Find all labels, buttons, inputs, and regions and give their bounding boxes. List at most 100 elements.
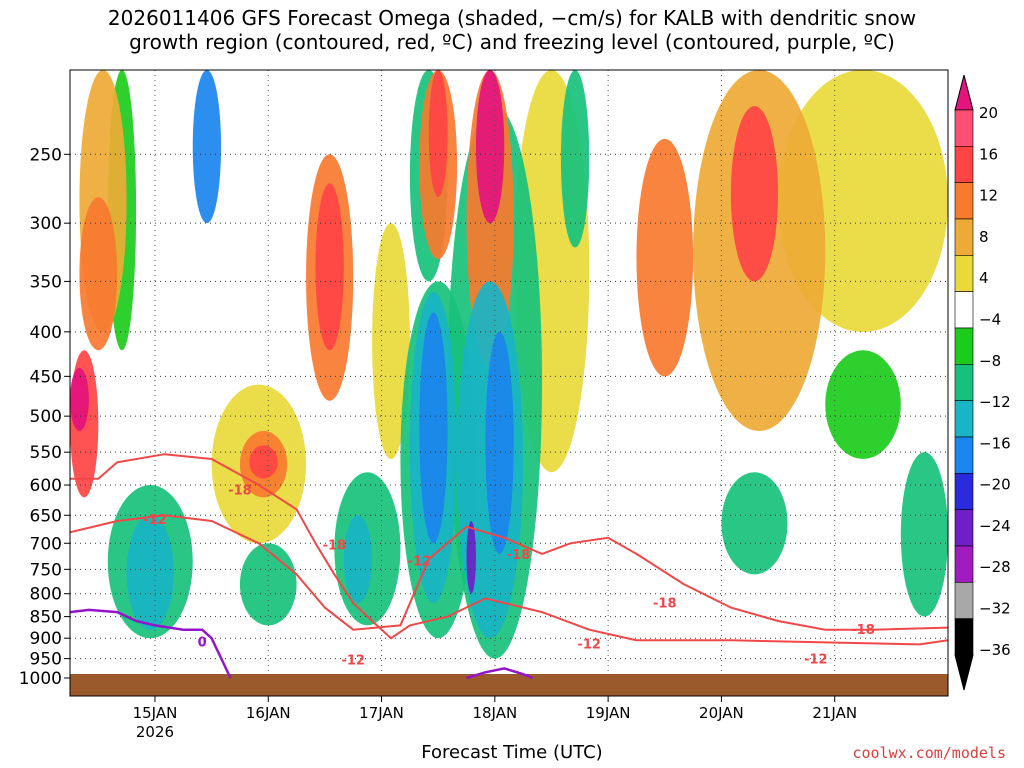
- colorbar-segment-10: [954, 473, 974, 510]
- contours: [70, 453, 948, 680]
- omega-cell-green-19jan-upper: [560, 70, 590, 248]
- freezing-contour-1: [466, 667, 534, 680]
- colorbar-segment-9: [954, 436, 974, 474]
- contour-labels: -18 -12 -18 -12 -18 -12 -12 -18 -18 -12 0: [143, 483, 875, 668]
- title-line-2: growth region (contoured, red, ºC) and f…: [129, 30, 895, 54]
- title-line-1: 2026011406 GFS Forecast Omega (shaded, −…: [107, 6, 917, 30]
- colorbar-bottom-arrow: [954, 654, 974, 691]
- y-tick-label-300: 300: [30, 214, 62, 234]
- contour-label-10: 0: [198, 636, 207, 651]
- colorbar-label-7: −12: [979, 393, 1011, 411]
- omega-cell-purple-18jan: [466, 521, 476, 594]
- y-tick-label-950: 950: [30, 650, 62, 670]
- plot-frame: [69, 69, 949, 697]
- colorbar-label-11: −28: [979, 558, 1011, 576]
- colorbar-segment-4: [954, 255, 974, 292]
- contour-label-7: -18: [653, 597, 677, 612]
- colorbar-segment-1: [954, 146, 974, 183]
- colorbar-segment-8: [954, 400, 974, 438]
- x-axis-label: Forecast Time (UTC): [421, 742, 603, 763]
- y-axis-ticks: 2503003504004505005506006507007508008509…: [19, 145, 70, 689]
- colorbar-segment-0: [954, 109, 974, 147]
- x-tick-label-18JAN: 18JAN: [472, 704, 517, 722]
- colorbar-segment-3: [954, 218, 974, 256]
- omega-cell-red-17jan-upper: [428, 70, 448, 198]
- omega-cell-green-21jan-mid: [825, 350, 901, 459]
- colorbar-label-0: 20: [979, 104, 998, 122]
- x-tick-label-17JAN: 17JAN: [359, 704, 404, 722]
- colorbar-label-6: −8: [979, 352, 1001, 370]
- colorbar-label-13: −36: [979, 641, 1011, 659]
- colorbar-segment-14: [954, 618, 974, 656]
- colorbar-label-12: −32: [979, 600, 1011, 618]
- contour-label-0: -18: [228, 483, 252, 498]
- dendritic-contour--12-0: [70, 453, 948, 646]
- y-tick-label-700: 700: [30, 534, 62, 554]
- chart-title: 2026011406 GFS Forecast Omega (shaded, −…: [0, 6, 1024, 54]
- contour-label-1: -12: [143, 513, 167, 528]
- omega-cell-cyan-15jan-low: [126, 515, 174, 630]
- x-tick-label-15JAN: 15JAN: [133, 704, 178, 722]
- y-tick-label-250: 250: [30, 145, 62, 165]
- contour-label-4: -18: [507, 548, 531, 563]
- contour-label-5: -12: [341, 654, 365, 669]
- colorbar-label-10: −24: [979, 517, 1011, 535]
- colorbar-segment-11: [954, 509, 974, 547]
- y-tick-label-600: 600: [30, 476, 62, 496]
- colorbar-segment-5: [954, 291, 974, 329]
- x-tick-label-16JAN: 16JAN: [246, 704, 291, 722]
- omega-cell-blue-17jan-a: [419, 312, 448, 544]
- colorbar-segment-2: [954, 182, 974, 220]
- x-tick-label-21JAN: 21JAN: [812, 704, 857, 722]
- y-tick-label-850: 850: [30, 608, 62, 628]
- y-tick-label-400: 400: [30, 323, 62, 343]
- omega-cell-orange-15jan: [79, 197, 118, 351]
- omega-shading: [70, 70, 948, 659]
- colorbar-segment-7: [954, 364, 974, 401]
- x-tick-label-19JAN: 19JAN: [586, 704, 631, 722]
- omega-cell-early-core: [70, 367, 89, 431]
- colorbar-label-2: 12: [979, 187, 998, 205]
- omega-cell-red-16jan: [249, 445, 278, 479]
- contour-label-3: -12: [408, 554, 432, 569]
- colorbar-segment-12: [954, 545, 974, 583]
- y-tick-label-1000: 1000: [19, 669, 62, 689]
- credit-link[interactable]: coolwx.com/models: [852, 744, 1006, 762]
- y-tick-label-650: 650: [30, 506, 62, 526]
- y-tick-label-800: 800: [30, 585, 62, 605]
- colorbar-label-4: 4: [979, 269, 989, 287]
- y-tick-label-500: 500: [30, 407, 62, 427]
- x-tick-sublabel-15JAN: 2026: [136, 723, 174, 741]
- colorbar-label-9: −20: [979, 476, 1011, 494]
- ground-surface: [70, 674, 948, 696]
- colorbar-label-8: −16: [979, 434, 1011, 452]
- freezing-contour-0: [70, 608, 232, 679]
- colorbar-label-5: −4: [979, 310, 1001, 328]
- colorbar: 20 16 12 8 4 −4 −8 −12 −16 −20 −24 −28 −32 −36: [954, 74, 1011, 691]
- omega-cell-magenta-17jan: [475, 70, 505, 224]
- colorbar-top-arrow: [954, 74, 974, 111]
- contour-label-2: -18: [323, 539, 347, 554]
- y-tick-label-750: 750: [30, 560, 62, 580]
- contour-label-8: -18: [851, 623, 875, 638]
- colorbar-label-3: 8: [979, 228, 989, 246]
- y-tick-label-550: 550: [30, 443, 62, 463]
- y-tick-label-900: 900: [30, 629, 62, 649]
- colorbar-segment-13: [954, 582, 974, 619]
- contour-label-6: -12: [577, 638, 601, 653]
- omega-cell-red-20jan: [730, 106, 779, 282]
- colorbar-segment-6: [954, 327, 974, 365]
- contour-label-9: -12: [804, 652, 828, 667]
- omega-cell-red-16jan-upper: [315, 183, 344, 351]
- dendritic-contour--18-1: [70, 514, 948, 631]
- omega-cell-blue-18jan: [485, 331, 514, 554]
- colorbar-label-1: 16: [979, 145, 998, 163]
- y-tick-label-350: 350: [30, 272, 62, 292]
- omega-cell-blue-15jan-upper: [192, 70, 222, 224]
- omega-cell-cyan-16jan-mid: [343, 515, 373, 604]
- omega-cell-green-20jan-low: [721, 472, 788, 575]
- omega-cell-green-21jan-low: [900, 452, 948, 617]
- y-tick-label-450: 450: [30, 367, 62, 387]
